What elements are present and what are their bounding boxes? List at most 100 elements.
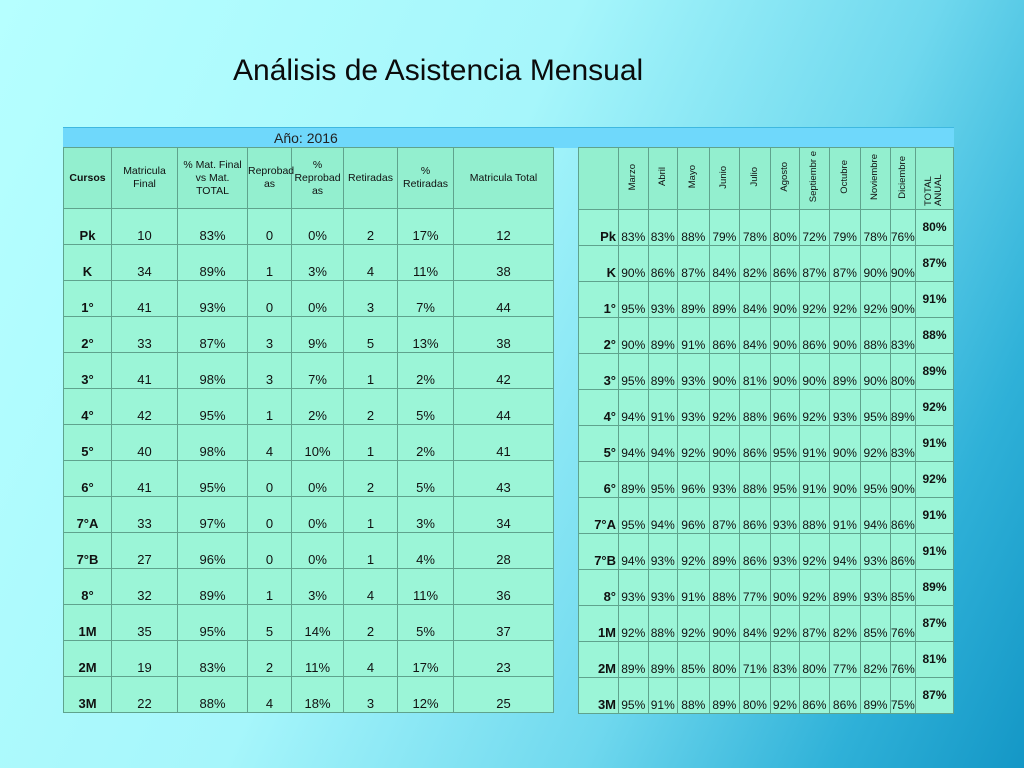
table-row: 7°B 27 96% 0 0% 1 4% 28	[63, 532, 554, 569]
table-row: 4° 94% 91% 93% 92% 88% 96% 92% 93% 95% 89% 92%	[577, 389, 955, 426]
pct-final-cell: 93%	[177, 280, 248, 317]
matricula-final-cell: 27	[111, 532, 178, 569]
octubre-cell: 79%	[828, 209, 862, 246]
marzo-cell: 94%	[618, 389, 649, 426]
mayo-cell: 87%	[676, 245, 710, 282]
mayo-cell: 93%	[676, 353, 710, 390]
marzo-cell: 90%	[618, 317, 649, 354]
matricula-final-cell: 22	[111, 676, 178, 713]
table-row: 8° 93% 93% 91% 88% 77% 90% 92% 89% 93% 85% 89%	[577, 569, 955, 606]
table-row: 5° 40 98% 4 10% 1 2% 41	[63, 424, 554, 461]
agosto-cell: 96%	[769, 389, 801, 426]
retiradas-cell: 3	[343, 676, 398, 713]
matricula-final-cell: 33	[111, 316, 178, 353]
diciembre-cell: 76%	[889, 641, 916, 678]
matricula-final-cell: 34	[111, 244, 178, 281]
agosto-cell: 83%	[769, 641, 801, 678]
mayo-cell: 88%	[676, 209, 710, 246]
course-cell: 1M	[63, 604, 112, 641]
header-matricula-total: Matricula Total	[453, 147, 554, 209]
total-anual-cell: 91%	[914, 497, 955, 534]
pct-retiradas-cell: 11%	[397, 568, 454, 605]
header-abril: Abril	[647, 147, 678, 210]
pct-reprobadas-cell: 0%	[291, 208, 344, 245]
junio-cell: 86%	[708, 317, 741, 354]
reprobadas-cell: 0	[247, 208, 292, 245]
reprobadas-cell: 1	[247, 244, 292, 281]
abril-cell: 94%	[647, 497, 678, 534]
header-reprobadas: Reprobad as	[247, 147, 294, 209]
reprobadas-cell: 3	[247, 316, 292, 353]
pct-reprobadas-cell: 18%	[291, 676, 344, 713]
noviembre-cell: 82%	[860, 641, 891, 678]
mayo-cell: 92%	[676, 425, 710, 462]
total-anual-cell: 91%	[914, 425, 955, 462]
junio-cell: 89%	[708, 281, 741, 318]
course-cell: 8°	[63, 568, 112, 605]
junio-cell: 84%	[708, 245, 741, 282]
abril-cell: 91%	[647, 389, 678, 426]
abril-cell: 93%	[647, 569, 678, 606]
year-label: Año: 2016	[274, 130, 338, 146]
table-row: 2M 89% 89% 85% 80% 71% 83% 80% 77% 82% 76% 81%	[577, 641, 955, 678]
agosto-cell: 86%	[769, 245, 801, 282]
abril-cell: 93%	[647, 533, 678, 570]
marzo-cell: 95%	[618, 353, 649, 390]
abril-cell: 89%	[647, 317, 678, 354]
marzo-cell: 95%	[618, 281, 649, 318]
pct-retiradas-cell: 13%	[397, 316, 454, 353]
retiradas-cell: 1	[343, 352, 398, 389]
table-row: 2° 90% 89% 91% 86% 84% 90% 86% 90% 88% 83% 88%	[577, 317, 955, 354]
header-cursos: Cursos	[63, 147, 112, 209]
matricula-final-cell: 41	[111, 460, 178, 497]
noviembre-cell: 88%	[860, 317, 891, 354]
table-row: Pk 83% 83% 88% 79% 78% 80% 72% 79% 78% 76% 80%	[577, 209, 955, 246]
octubre-cell: 94%	[828, 533, 862, 570]
octubre-cell: 92%	[828, 281, 862, 318]
matricula-total-cell: 25	[453, 676, 554, 713]
pct-final-cell: 96%	[177, 532, 248, 569]
junio-cell: 90%	[708, 605, 741, 642]
marzo-cell: 83%	[618, 209, 649, 246]
pct-retiradas-cell: 11%	[397, 244, 454, 281]
diciembre-cell: 89%	[889, 389, 916, 426]
septiembre-cell: 80%	[799, 641, 830, 678]
julio-cell: 88%	[739, 389, 771, 426]
agosto-cell: 93%	[769, 533, 801, 570]
header-pct-final-total: % Mat. Final vs Mat. TOTAL	[177, 147, 248, 209]
pct-final-cell: 83%	[177, 208, 248, 245]
total-anual-cell: 87%	[914, 245, 955, 282]
mayo-cell: 88%	[676, 677, 710, 714]
diciembre-cell: 75%	[889, 677, 916, 714]
total-anual-cell: 87%	[914, 605, 955, 642]
matricula-final-cell: 19	[111, 640, 178, 677]
diciembre-cell: 80%	[889, 353, 916, 390]
pct-reprobadas-cell: 3%	[291, 568, 344, 605]
header-retiradas: Retiradas	[343, 147, 398, 209]
reprobadas-cell: 1	[247, 568, 292, 605]
pct-final-cell: 97%	[177, 496, 248, 533]
row-course-cell: 2°	[577, 317, 620, 354]
pct-reprobadas-cell: 11%	[291, 640, 344, 677]
septiembre-cell: 87%	[799, 245, 830, 282]
abril-cell: 91%	[647, 677, 678, 714]
julio-cell: 86%	[739, 425, 771, 462]
table-row: 3M 22 88% 4 18% 3 12% 25	[63, 676, 554, 713]
course-cell: 3°	[63, 352, 112, 389]
julio-cell: 84%	[739, 605, 771, 642]
octubre-cell: 82%	[828, 605, 862, 642]
julio-cell: 78%	[739, 209, 771, 246]
header-course-blank	[577, 147, 620, 210]
table-row: 5° 94% 94% 92% 90% 86% 95% 91% 90% 92% 83% 91%	[577, 425, 955, 462]
abril-cell: 86%	[647, 245, 678, 282]
reprobadas-cell: 2	[247, 640, 292, 677]
diciembre-cell: 83%	[889, 425, 916, 462]
header-pct-retiradas: % Retiradas	[397, 147, 454, 209]
julio-cell: 77%	[739, 569, 771, 606]
matricula-total-cell: 36	[453, 568, 554, 605]
pct-reprobadas-cell: 0%	[291, 496, 344, 533]
total-anual-cell: 89%	[914, 569, 955, 606]
matricula-total-cell: 37	[453, 604, 554, 641]
matricula-total-cell: 42	[453, 352, 554, 389]
septiembre-cell: 92%	[799, 533, 830, 570]
